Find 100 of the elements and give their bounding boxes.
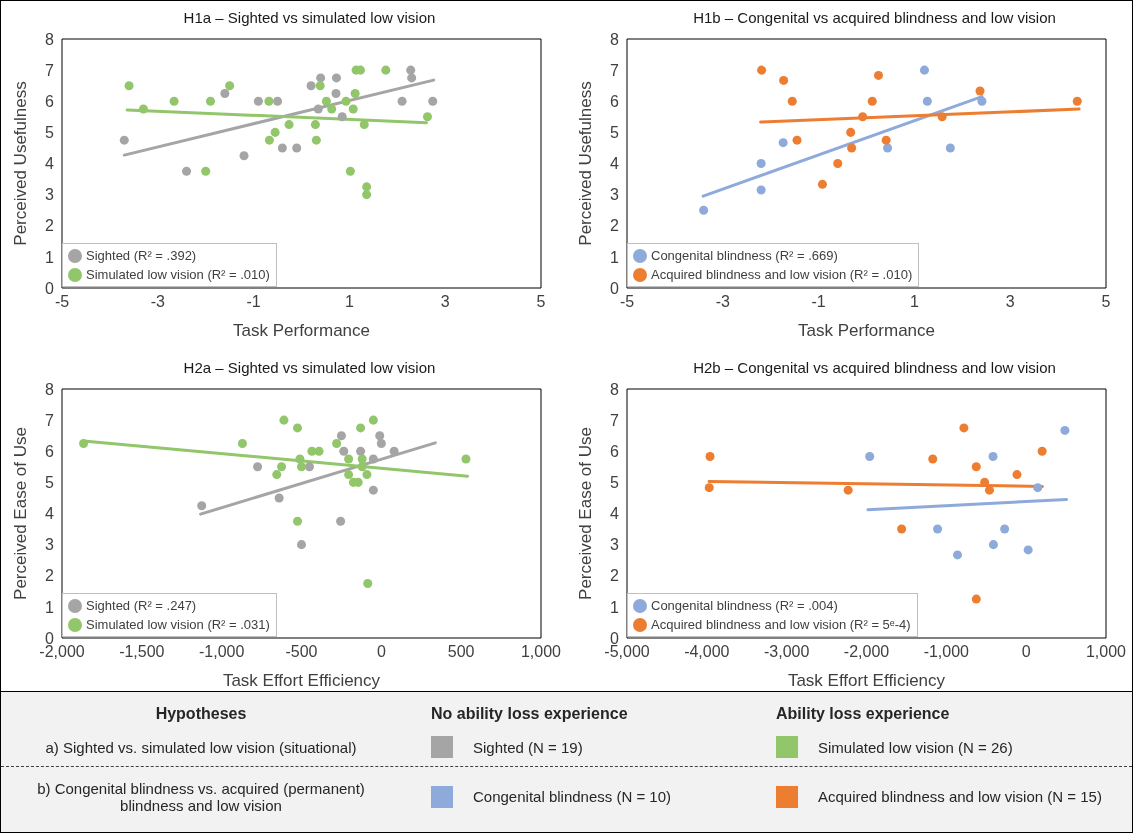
x-tick-label: 1,000 [520,643,562,661]
point [971,594,981,604]
point [274,493,284,503]
point [362,190,372,200]
y-tick-label: 1 [45,248,55,266]
point [1023,545,1033,555]
point [197,501,207,511]
x-tick-label: 5 [1101,293,1111,311]
y-tick-label: 6 [610,92,620,110]
point [356,423,366,433]
x-tick-label: -5 [54,293,70,311]
x-tick-label: -2,000 [39,643,85,661]
point [277,143,287,153]
y-axis-title: Perceived Usefulness [576,81,596,246]
chart-title: H2b – Congenital vs acquired blindness and low vision [693,359,1056,376]
point [362,470,372,480]
x-tick-label: -5,000 [604,643,650,661]
point [389,446,399,456]
y-tick-label: 4 [610,155,620,173]
point [407,73,417,83]
point [988,452,998,462]
x-tick-label: 3 [1005,293,1015,311]
point [428,96,438,106]
chart-title: H2a – Sighted vs simulated low vision [183,359,436,376]
y-tick-label: 4 [610,505,620,523]
point [937,112,947,122]
x-tick-label: 1 [344,293,354,311]
y-tick-label: 6 [610,442,620,460]
point [362,182,372,192]
point [310,120,320,130]
y-axis-title: Perceived Ease of Use [576,427,596,600]
legend-label: Acquired blindness and low vision (R² = .010) [651,266,913,284]
x-axis-title: Task Effort Efficiency [787,671,946,690]
x-tick-label: -4,000 [684,643,730,661]
point [296,462,307,472]
point [321,96,331,106]
point [273,96,283,106]
point [1072,96,1082,106]
point [883,143,893,153]
y-tick-label: 3 [610,186,620,204]
point [988,540,998,550]
point [253,96,263,106]
y-axis-title: Perceived Usefulness [11,81,31,246]
point [787,96,797,106]
x-axis-title: Task Performance [233,321,370,340]
point [376,438,386,448]
point [348,104,358,114]
legend-label: Simulated low vision (R² = .031) [86,616,270,634]
x-tick-label: 5 [536,293,546,311]
point [357,462,367,472]
point [306,81,316,91]
x-tick-label: 500 [447,643,475,661]
y-tick-label: 6 [45,92,55,110]
x-tick-label: -1,000 [198,643,245,661]
legend-label: Simulated low vision (R² = .010) [86,266,270,284]
y-axis-title: Perceived Ease of Use [11,427,31,600]
legend-label: Sighted (R² = .392) [86,247,197,265]
point [847,143,857,153]
point [315,81,325,91]
y-tick-label: 5 [610,474,620,492]
y-tick-label: 5 [610,124,620,142]
point [253,462,263,472]
point [945,143,955,153]
point [292,143,302,153]
x-tick-label: -5 [619,293,635,311]
point [928,454,938,464]
point [406,65,416,75]
y-tick-label: 1 [610,598,620,616]
point [704,483,714,493]
point [316,73,326,83]
point [1012,470,1022,480]
point [1037,446,1047,456]
point [220,88,230,98]
point [344,470,354,480]
point [332,438,342,448]
point [779,75,789,85]
point [792,135,802,145]
y-tick-label: 5 [45,124,55,142]
text: Acquired blindness and low vision (N = 15) [818,788,1102,805]
y-tick-label: 0 [610,279,620,297]
text: Sighted (N = 19) [473,738,583,756]
point [79,438,89,448]
y-tick-label: 4 [45,155,55,173]
legend-label: Sighted (R² = .247) [86,597,197,615]
y-tick-label: 7 [610,61,620,79]
y-tick-label: 7 [45,61,55,79]
x-tick-label: -1 [811,293,826,311]
point [971,462,981,472]
point [699,205,709,215]
point [336,431,346,441]
point [881,135,891,145]
y-tick-label: 6 [45,442,55,460]
point [953,550,963,560]
point [295,454,305,464]
x-tick-label: -3 [715,293,731,311]
point [873,70,883,80]
chart-title: H1a – Sighted vs simulated low vision [183,9,436,26]
point [359,120,369,130]
point [138,104,148,114]
point [336,516,346,526]
